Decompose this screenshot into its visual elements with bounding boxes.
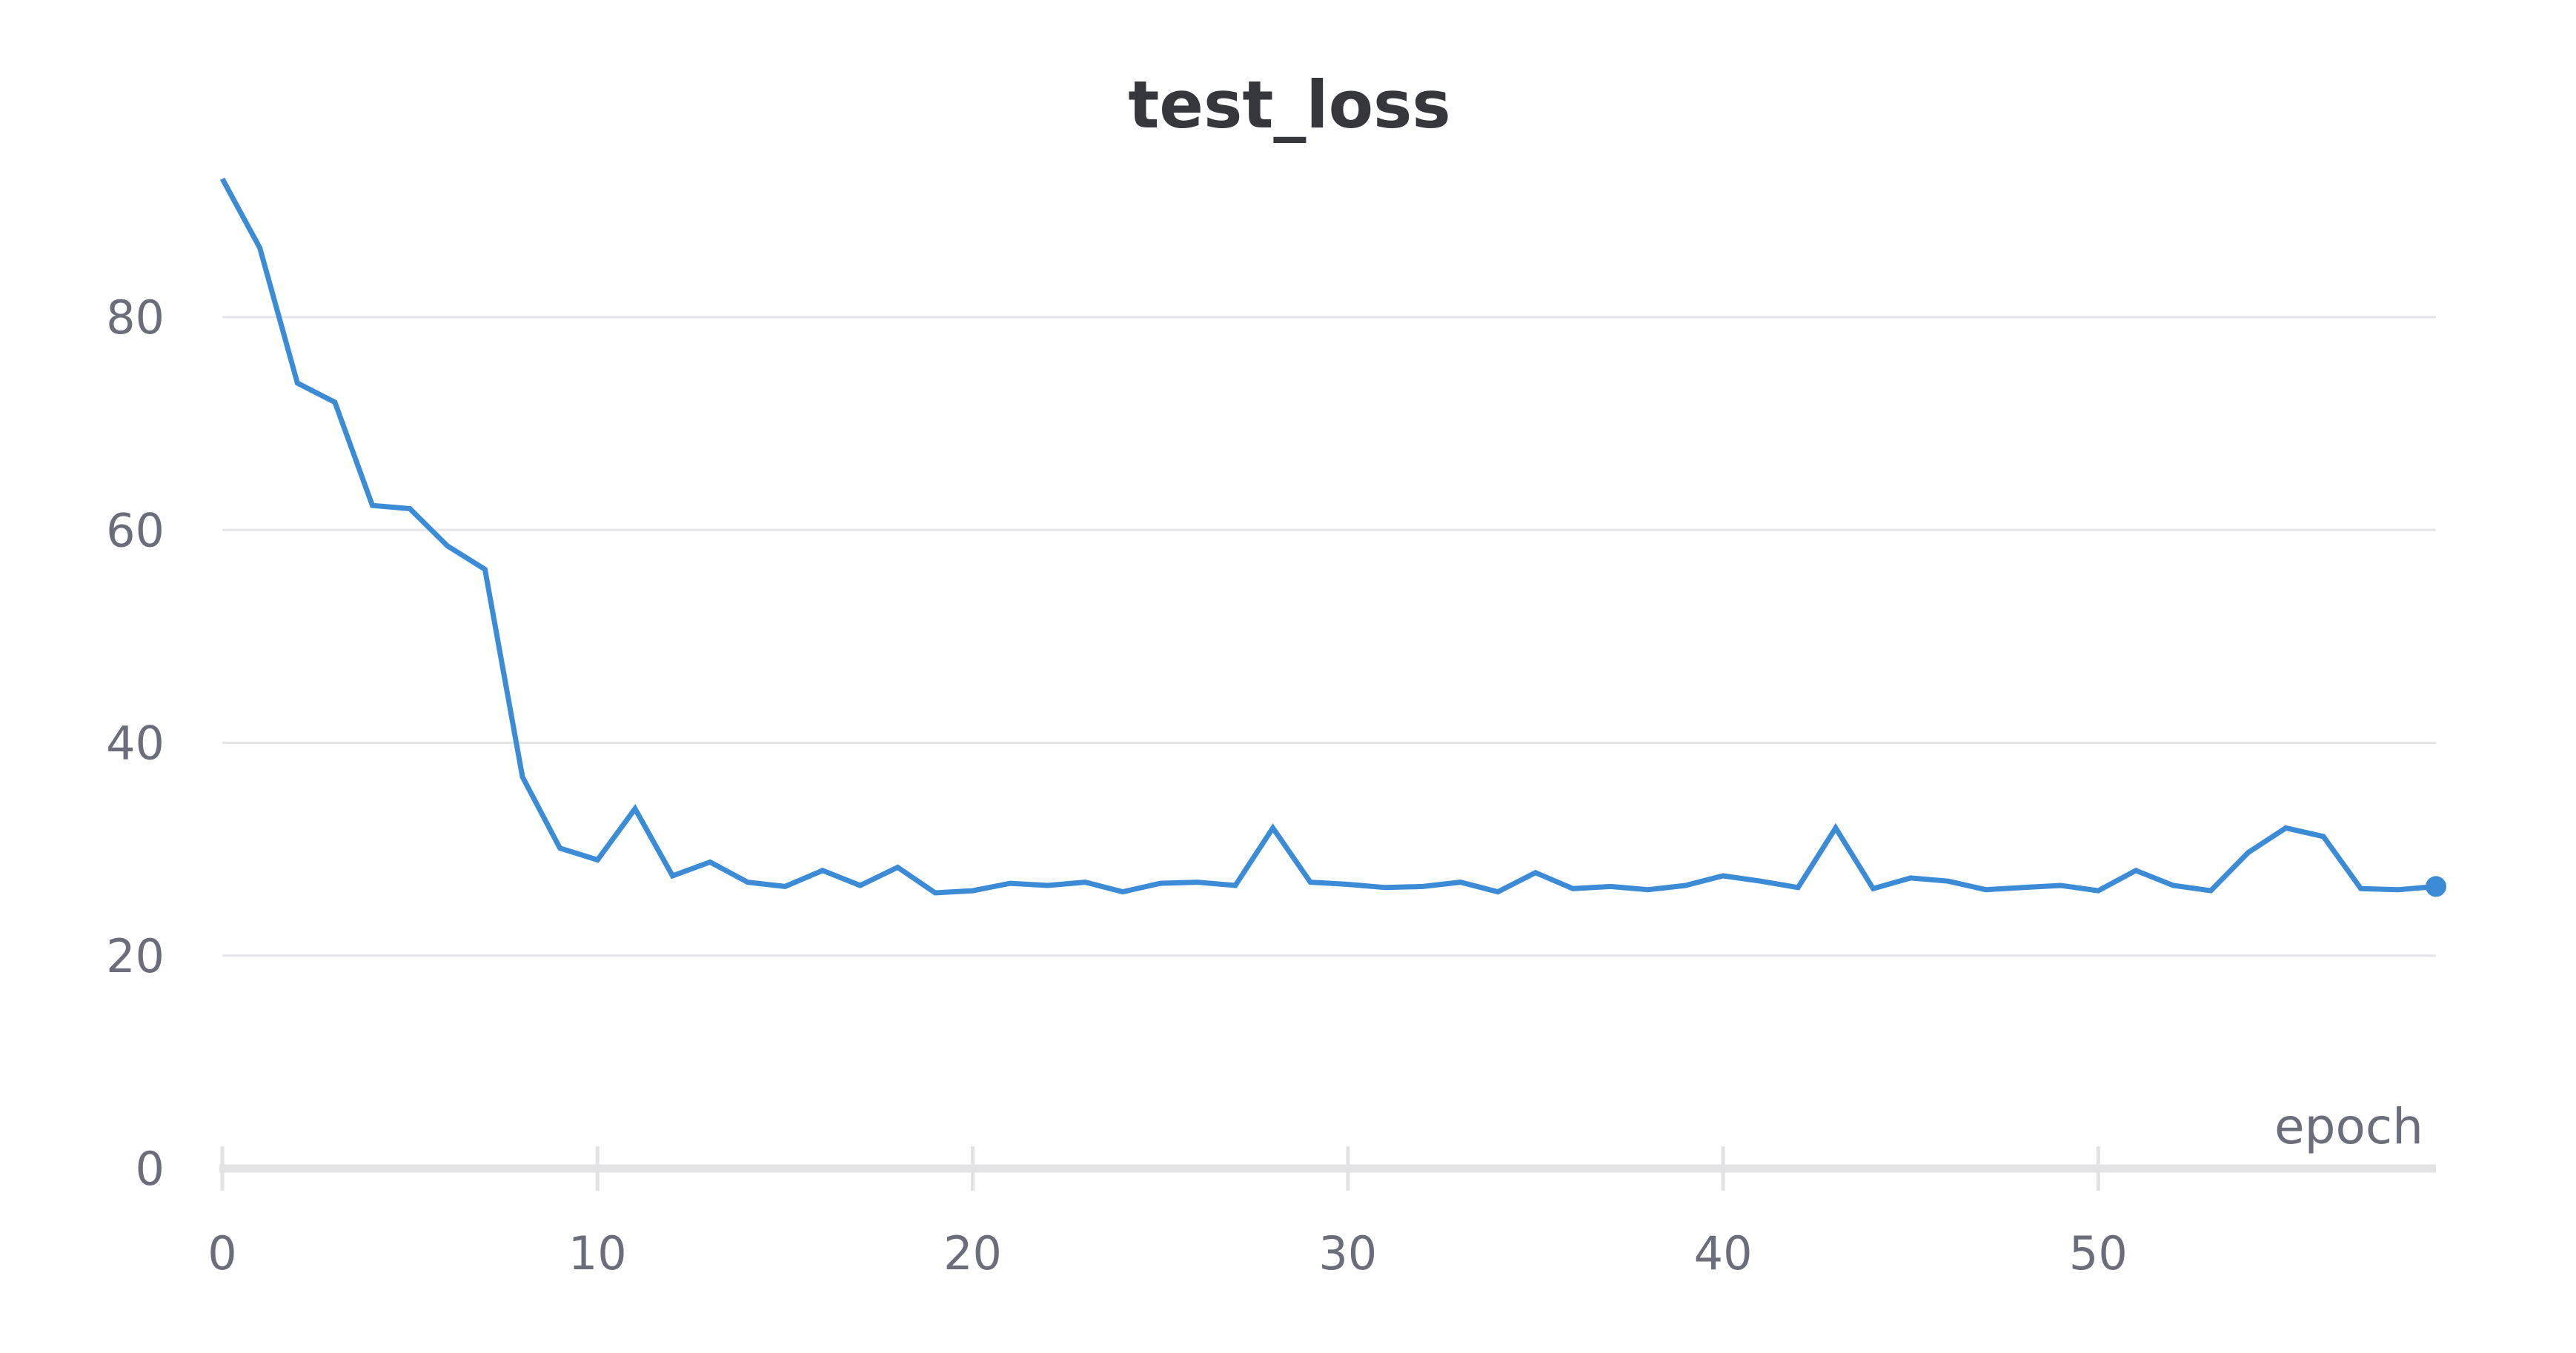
x-axis-label: epoch — [2274, 1098, 2423, 1155]
series-layer — [219, 177, 2446, 897]
x-axis-tick-labels: 0 10 20 30 40 50 — [208, 1226, 2128, 1280]
y-tick-label-20: 20 — [106, 929, 165, 983]
series-end-point-0 — [2426, 876, 2446, 897]
x-tick-label-10: 10 — [568, 1226, 627, 1280]
chart-title: test_loss — [1128, 67, 1451, 143]
y-tick-label-0: 0 — [136, 1142, 165, 1196]
x-tick-label-0: 0 — [208, 1226, 236, 1280]
x-tick-label-30: 30 — [1318, 1226, 1377, 1280]
series-line-0 — [219, 177, 2437, 896]
y-tick-label-60: 60 — [106, 503, 165, 557]
grid-lines — [222, 316, 2436, 957]
x-tick-label-40: 40 — [1694, 1226, 1753, 1280]
y-tick-label-80: 80 — [106, 290, 165, 345]
x-axis — [219, 1146, 2436, 1191]
x-tick-label-50: 50 — [2069, 1226, 2128, 1280]
y-tick-label-40: 40 — [106, 717, 165, 771]
y-axis-tick-labels: 0 20 40 60 80 — [106, 290, 165, 1196]
x-tick-label-20: 20 — [943, 1226, 1002, 1280]
